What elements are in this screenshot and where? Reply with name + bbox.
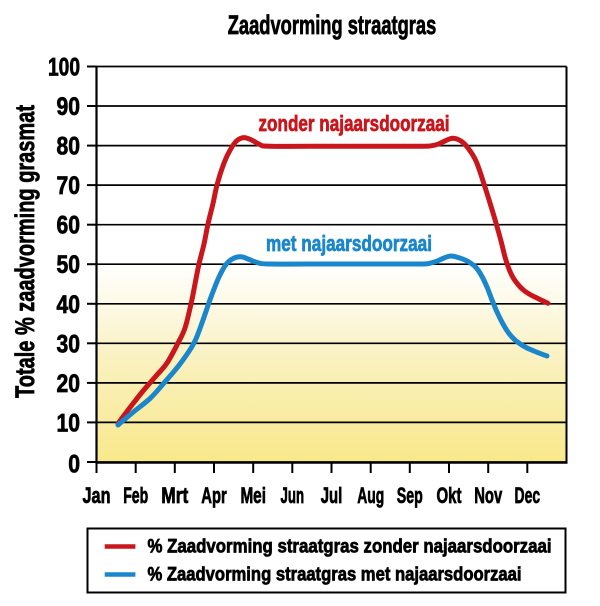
svg-text:Jul: Jul [321,483,343,508]
svg-text:Totale % zaadvorming grasmat: Totale % zaadvorming grasmat [9,105,40,398]
svg-text:% Zaadvorming straatgras met n: % Zaadvorming straatgras met najaarsdoor… [148,564,522,586]
svg-text:Mei: Mei [240,483,266,508]
svg-text:20: 20 [57,370,81,398]
svg-text:Nov: Nov [474,483,502,508]
svg-text:Okt: Okt [437,483,462,508]
svg-text:Sep: Sep [397,483,423,508]
svg-text:80: 80 [57,133,81,161]
svg-text:Jan: Jan [83,483,111,508]
svg-text:Aug: Aug [357,483,384,508]
svg-text:60: 60 [57,212,81,240]
svg-text:Mrt: Mrt [161,483,188,508]
svg-text:Feb: Feb [123,483,148,508]
svg-text:Dec: Dec [515,483,541,508]
svg-text:% Zaadvorming straatgras zonde: % Zaadvorming straatgras zonder najaarsd… [148,536,552,558]
svg-text:Jun: Jun [281,483,305,508]
svg-text:Zaadvorming straatgras: Zaadvorming straatgras [228,10,437,40]
svg-text:0: 0 [68,451,80,479]
svg-text:90: 90 [57,93,81,121]
svg-text:40: 40 [57,291,81,319]
svg-text:Apr: Apr [201,483,227,508]
svg-text:30: 30 [57,330,81,358]
svg-text:50: 50 [57,251,81,279]
svg-text:10: 10 [57,409,81,437]
svg-text:70: 70 [57,172,81,200]
svg-text:100: 100 [48,54,80,82]
svg-text:zonder najaarsdoorzaai: zonder najaarsdoorzaai [259,111,450,136]
svg-text:met najaarsdoorzaai: met najaarsdoorzaai [266,231,432,256]
